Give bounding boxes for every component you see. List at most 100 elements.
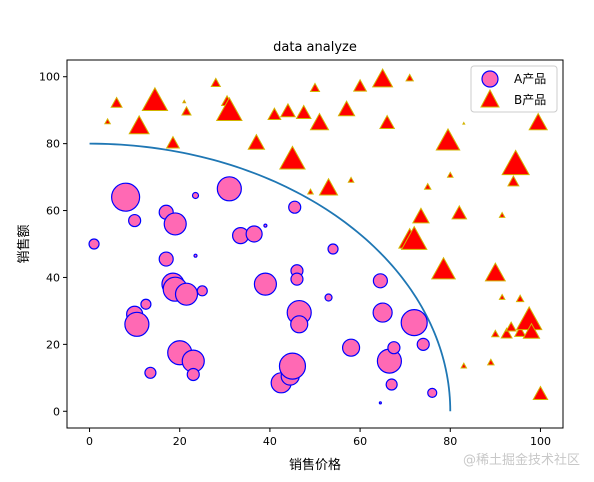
b-point-37	[490, 329, 500, 338]
y-tick-label-80: 80	[46, 138, 60, 151]
x-axis-label: 销售价格	[289, 457, 341, 473]
legend-b-swatch	[480, 88, 500, 108]
b-point-23	[379, 114, 396, 130]
b-point-35	[486, 358, 495, 366]
b-point-6	[181, 105, 192, 116]
a-point-40	[387, 341, 401, 355]
legend-b-label: B产品	[514, 93, 546, 107]
a-point-22	[263, 223, 268, 228]
b-point-42	[507, 175, 520, 187]
b-point-10	[247, 133, 266, 150]
b-point-29	[430, 256, 457, 280]
y-axis-label: 销售额	[16, 224, 32, 263]
a-point-29	[290, 272, 304, 286]
b-point-18	[318, 177, 339, 196]
a-point-34	[341, 338, 361, 357]
a-point-31	[290, 315, 309, 334]
b-point-30	[435, 127, 461, 151]
y-tick-label-100: 100	[39, 71, 60, 84]
b-point-48	[528, 112, 549, 131]
b-point-1	[110, 96, 123, 108]
b-point-36	[484, 262, 507, 282]
chart-title: data analyze	[273, 40, 357, 55]
a-point-21	[245, 225, 263, 243]
b-point-49	[532, 385, 549, 401]
b-point-26	[400, 225, 428, 250]
b-point-2	[128, 114, 150, 135]
a-point-37	[372, 302, 393, 323]
b-point-24	[405, 73, 415, 82]
b-point-39	[498, 293, 506, 300]
a-point-39	[385, 378, 398, 391]
b-point-16	[309, 82, 321, 93]
b-point-31	[446, 171, 454, 178]
a-point-18	[196, 285, 208, 297]
a-point-43	[427, 387, 438, 398]
circle-curve	[89, 142, 452, 412]
y-tick-label-60: 60	[46, 205, 60, 218]
b-point-9	[215, 96, 243, 122]
y-tick-label-20: 20	[46, 338, 60, 351]
b-point-47	[522, 322, 541, 339]
b-point-13	[279, 145, 306, 170]
a-point-8	[158, 251, 174, 267]
b-point-40	[500, 327, 513, 339]
b-point-32	[451, 204, 468, 220]
a-point-6	[144, 366, 157, 379]
b-point-27	[412, 207, 430, 224]
b-point-20	[347, 176, 355, 183]
b-point-22	[371, 68, 394, 88]
plot-area	[66, 59, 564, 429]
b-point-4	[165, 135, 181, 149]
legend: A产品 B产品	[470, 65, 558, 113]
b-point-28	[423, 182, 432, 190]
b-point-21	[352, 78, 368, 92]
a-point-36	[372, 273, 388, 289]
x-tick-label-60: 60	[353, 435, 367, 448]
b-point-14	[295, 104, 312, 119]
a-point-4	[124, 311, 150, 337]
b-point-33	[460, 362, 468, 369]
a-point-33	[327, 243, 339, 255]
watermark-text: @稀土掘金技术社区	[462, 453, 580, 468]
a-point-5	[140, 298, 152, 310]
b-point-43	[501, 149, 530, 176]
b-point-12	[279, 102, 296, 118]
b-point-34	[462, 121, 466, 125]
b-point-11	[267, 107, 282, 121]
a-point-26	[278, 352, 307, 380]
a-point-9	[163, 212, 187, 236]
a-point-1	[111, 182, 141, 212]
x-tick-label-100: 100	[530, 435, 551, 448]
x-tick-label-80: 80	[443, 435, 457, 448]
x-tick-label-20: 20	[173, 435, 187, 448]
a-point-41	[400, 309, 428, 337]
b-point-3	[141, 86, 169, 111]
data-marks	[88, 68, 549, 412]
legend-a-label: A产品	[514, 72, 546, 86]
a-point-12	[174, 282, 199, 306]
axes: 0 20 40 60 80 100 0 20 40 60 80 100	[39, 71, 551, 448]
a-point-17	[193, 253, 198, 258]
b-point-17	[309, 112, 330, 131]
a-point-27	[288, 200, 302, 214]
b-point-19	[337, 100, 356, 117]
a-point-16	[191, 191, 200, 200]
legend-a-swatch	[481, 70, 499, 88]
a-point-35	[378, 401, 382, 405]
b-point-45	[513, 325, 527, 337]
b-point-41	[505, 321, 517, 332]
b-point-15	[306, 188, 315, 195]
a-point-0	[88, 238, 100, 250]
b-point-5	[182, 99, 187, 104]
x-tick-label-0: 0	[86, 435, 93, 448]
b-point-38	[498, 211, 506, 218]
x-tick-label-40: 40	[263, 435, 277, 448]
a-point-2	[128, 213, 142, 228]
a-point-19	[216, 176, 242, 202]
a-point-23	[253, 272, 277, 296]
a-point-32	[324, 293, 333, 302]
a-point-15	[186, 367, 200, 382]
y-tick-label-40: 40	[46, 271, 60, 284]
